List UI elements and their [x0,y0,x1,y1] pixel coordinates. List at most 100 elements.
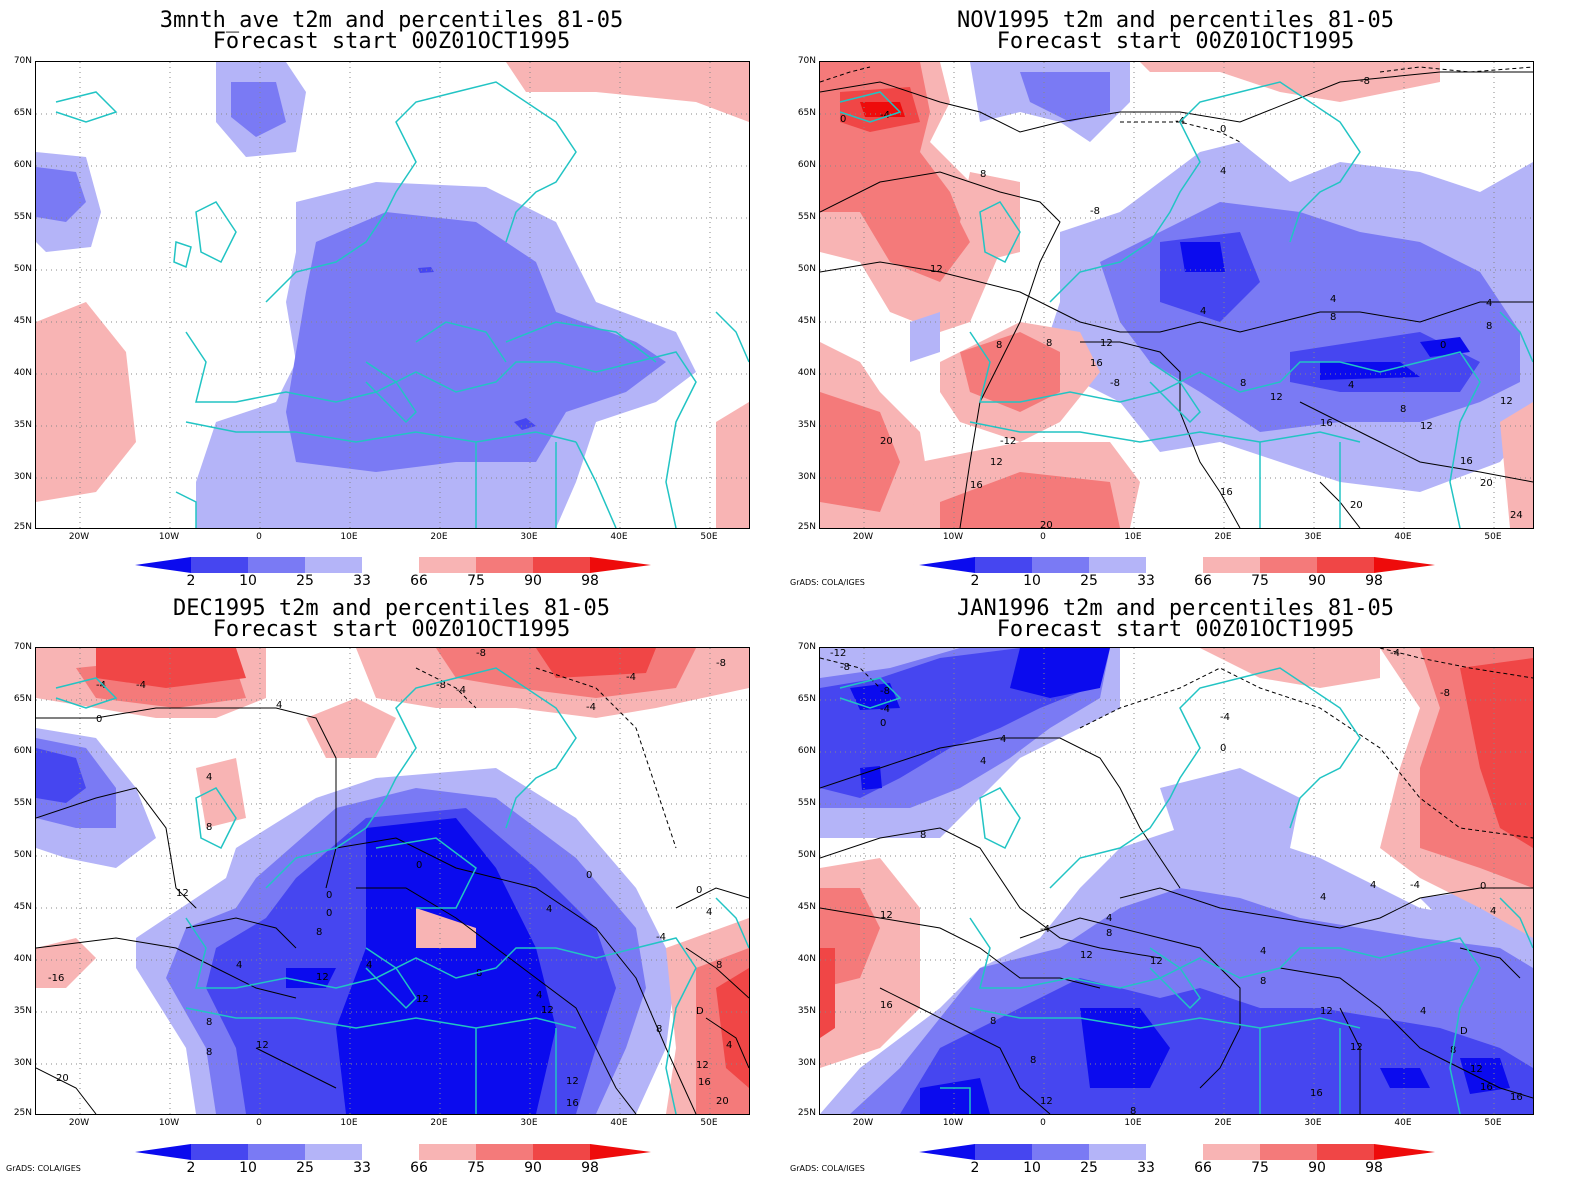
svg-text:4: 4 [1320,892,1326,903]
svg-text:8: 8 [316,927,322,938]
svg-text:-4: -4 [586,702,596,713]
colorbar [919,1144,1435,1164]
svg-text:0: 0 [840,114,846,125]
svg-text:4: 4 [536,990,542,1001]
svg-text:-8: -8 [1440,688,1450,699]
svg-text:4: 4 [1490,906,1496,917]
svg-text:4: 4 [546,904,552,915]
svg-text:12: 12 [256,1040,269,1051]
svg-text:4: 4 [1370,880,1376,891]
svg-text:12: 12 [1320,1006,1333,1017]
svg-text:8: 8 [980,169,986,180]
svg-text:-4: -4 [1220,712,1230,723]
svg-text:4: 4 [1200,306,1206,317]
svg-text:0: 0 [696,885,702,896]
panel-nov1995: NOV1995 t2m and percentiles 81-05 Foreca… [784,0,1584,590]
svg-text:12: 12 [1270,392,1283,403]
svg-text:4: 4 [1348,380,1354,391]
svg-text:8: 8 [1486,321,1492,332]
panel-title-line2: Forecast start 00Z01OCT1995 [212,617,571,642]
svg-text:-12: -12 [830,648,846,659]
svg-text:12: 12 [880,910,893,921]
svg-text:0: 0 [586,870,592,881]
svg-text:4: 4 [726,1040,732,1051]
svg-text:-8: -8 [1110,378,1120,389]
svg-text:20: 20 [880,436,893,447]
svg-text:-4: -4 [456,685,466,696]
svg-text:-4: -4 [626,672,636,683]
grads-credit: GrADS: COLA/IGES [6,1164,81,1173]
svg-text:4: 4 [1220,166,1226,177]
svg-text:16: 16 [970,480,983,491]
svg-text:4: 4 [1486,298,1492,309]
svg-text:12: 12 [1500,396,1513,407]
svg-text:0: 0 [326,890,332,901]
svg-text:8: 8 [716,960,722,971]
svg-text:0: 0 [880,718,886,729]
map-plot [35,61,750,529]
svg-text:-4: -4 [656,932,666,943]
colorbar [135,557,651,577]
svg-text:20: 20 [716,1096,729,1107]
svg-text:8: 8 [476,968,482,979]
grads-credit: GrADS: COLA/IGES [790,1164,865,1173]
colorbar [135,1144,651,1164]
svg-text:16: 16 [1480,1082,1493,1093]
svg-text:12: 12 [1100,338,1113,349]
svg-text:24: 24 [1510,510,1523,521]
svg-text:16: 16 [698,1077,711,1088]
svg-text:20: 20 [1480,478,1493,489]
svg-text:8: 8 [1046,338,1052,349]
svg-text:16: 16 [1090,358,1103,369]
panel-3mnth-ave: 3mnth_ave t2m and percentiles 81-05 Fore… [0,0,780,590]
svg-text:8: 8 [656,1024,662,1035]
panel-title-line2: Forecast start 00Z01OCT1995 [996,617,1355,642]
svg-text:12: 12 [1470,1064,1483,1075]
svg-text:4: 4 [706,907,712,918]
svg-text:20: 20 [1040,520,1053,528]
svg-text:12: 12 [316,972,329,983]
svg-text:4: 4 [980,756,986,767]
svg-text:0: 0 [96,714,102,725]
svg-text:0: 0 [1480,881,1486,892]
svg-text:-8: -8 [1090,206,1100,217]
svg-text:D: D [1460,1026,1468,1037]
svg-text:12: 12 [541,1005,554,1016]
svg-text:8: 8 [996,340,1002,351]
svg-text:-4: -4 [136,680,146,691]
panel-jan1996: JAN1996 t2m and percentiles 81-05 Foreca… [784,588,1584,1188]
svg-text:-4: -4 [880,110,890,121]
svg-text:-4: -4 [880,704,890,715]
svg-text:4: 4 [366,960,372,971]
svg-text:8: 8 [206,822,212,833]
svg-text:12: 12 [566,1076,579,1087]
svg-text:-8: -8 [840,662,850,673]
svg-text:8: 8 [206,1047,212,1058]
svg-text:16: 16 [1460,456,1473,467]
panel-dec1995: DEC1995 t2m and percentiles 81-05 Foreca… [0,588,780,1188]
svg-text:12: 12 [176,888,189,899]
svg-text:16: 16 [566,1098,579,1109]
svg-text:4: 4 [1106,913,1112,924]
svg-text:4: 4 [206,772,212,783]
svg-text:-8: -8 [476,648,486,659]
svg-text:4: 4 [1420,1006,1426,1017]
svg-text:8: 8 [1130,1106,1136,1114]
colorbar [919,557,1435,577]
svg-text:16: 16 [880,1000,893,1011]
svg-text:4: 4 [276,700,282,711]
svg-text:8: 8 [920,830,926,841]
svg-text:-8: -8 [716,658,726,669]
svg-text:12: 12 [990,457,1003,468]
svg-text:8: 8 [1106,928,1112,939]
svg-text:12: 12 [1420,421,1433,432]
svg-text:-8: -8 [880,686,890,697]
svg-text:12: 12 [696,1060,709,1071]
grads-credit: GrADS: COLA/IGES [790,578,865,587]
panel-title-line2: Forecast start 00Z01OCT1995 [996,29,1355,54]
svg-text:8: 8 [990,1016,996,1027]
svg-text:-8: -8 [436,680,446,691]
svg-text:D: D [696,1006,704,1017]
